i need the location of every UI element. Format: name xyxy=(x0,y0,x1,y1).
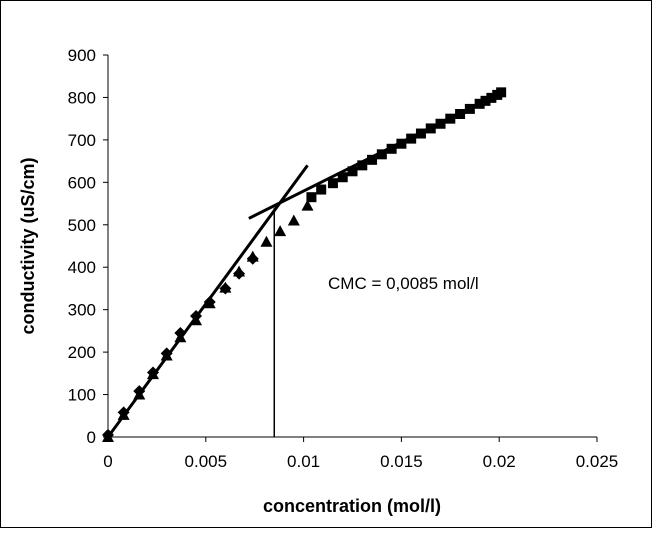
y-tick-label: 900 xyxy=(68,46,96,65)
square-marker xyxy=(396,138,407,149)
square-marker xyxy=(306,192,317,203)
x-axis-ticks: 0 0.005 0.01 0.015 0.02 0.025 xyxy=(103,437,618,471)
triangle-marker xyxy=(260,235,273,247)
square-marker xyxy=(316,184,327,195)
triangle-marker xyxy=(133,388,146,400)
y-tick-label: 500 xyxy=(68,216,96,235)
triangle-marker xyxy=(301,199,314,211)
y-tick-label: 0 xyxy=(87,428,96,447)
x-tick-label: 0.025 xyxy=(576,452,619,471)
triangle-marker xyxy=(117,408,130,420)
square-marker xyxy=(496,87,507,98)
data-markers xyxy=(102,87,507,442)
triangle-marker xyxy=(190,314,203,326)
y-tick-label: 600 xyxy=(68,173,96,192)
triangle-marker xyxy=(246,250,259,262)
y-tick-label: 100 xyxy=(68,386,96,405)
y-axis-label: conductivity (uS/cm) xyxy=(18,157,38,334)
triangle-marker xyxy=(203,297,216,309)
cmc-annotation: CMC = 0,0085 mol/l xyxy=(328,274,479,293)
square-marker xyxy=(347,166,358,177)
square-marker xyxy=(425,123,436,134)
triangle-marker xyxy=(160,349,173,361)
y-axis-ticks: 0 100 200 300 400 500 600 700 800 900 xyxy=(68,46,108,447)
y-tick-label: 700 xyxy=(68,131,96,150)
y-tick-label: 300 xyxy=(68,301,96,320)
x-tick-label: 0 xyxy=(103,452,112,471)
triangle-marker xyxy=(102,431,114,442)
square-marker xyxy=(367,154,378,165)
x-tick-label: 0.02 xyxy=(483,452,516,471)
square-marker xyxy=(337,172,348,183)
triangle-marker xyxy=(233,265,246,277)
triangle-marker xyxy=(219,281,232,293)
square-marker xyxy=(435,118,446,129)
square-marker xyxy=(386,143,397,154)
x-tick-label: 0.015 xyxy=(380,452,423,471)
square-marker xyxy=(376,149,387,160)
triangle-marker xyxy=(287,214,300,226)
x-tick-label: 0.005 xyxy=(185,452,228,471)
square-marker xyxy=(464,103,475,114)
y-tick-label: 800 xyxy=(68,88,96,107)
plot-area xyxy=(107,55,597,438)
square-marker xyxy=(455,108,466,119)
x-tick-label: 0.01 xyxy=(287,452,320,471)
square-marker xyxy=(415,128,426,139)
triangle-marker xyxy=(146,368,159,380)
square-marker xyxy=(445,113,456,124)
square-marker xyxy=(327,178,338,189)
square-marker xyxy=(357,160,368,171)
triangle-marker xyxy=(274,225,287,237)
triangle-marker xyxy=(174,331,187,343)
square-marker xyxy=(406,133,417,144)
y-tick-label: 400 xyxy=(68,258,96,277)
x-axis-label: concentration (mol/l) xyxy=(263,496,441,516)
y-tick-label: 200 xyxy=(68,343,96,362)
